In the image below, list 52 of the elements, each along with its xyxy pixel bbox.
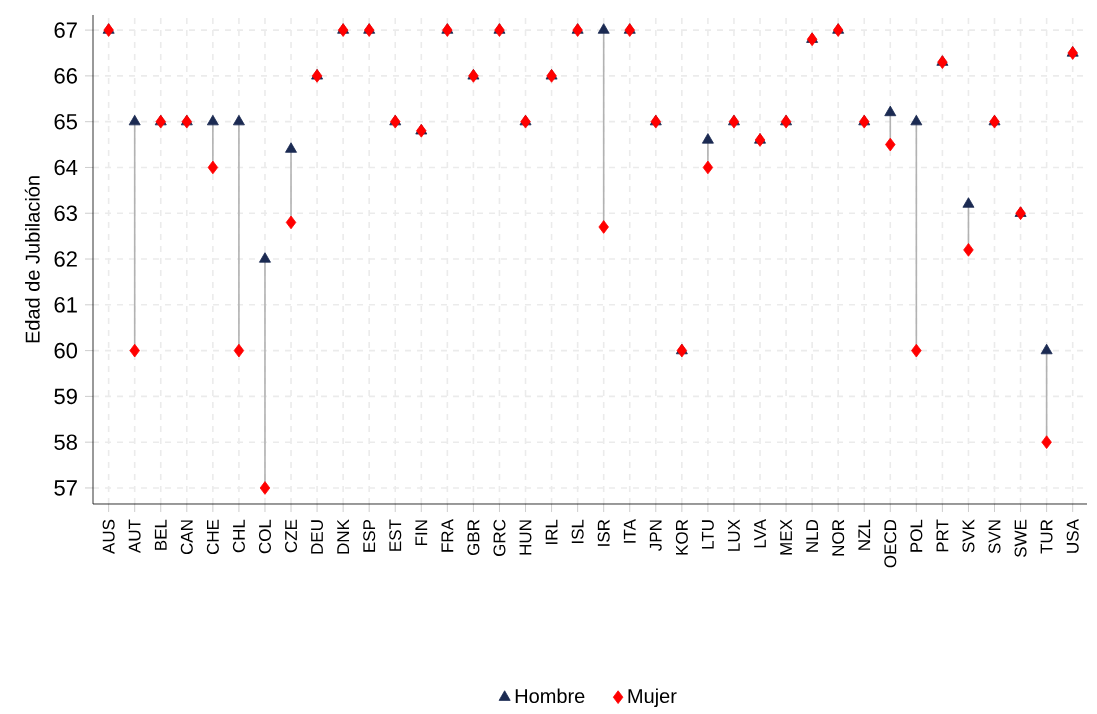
- y-tick-label: 57: [54, 480, 77, 496]
- y-tick-label: 67: [54, 22, 77, 38]
- x-tick-label: LVA: [754, 519, 766, 548]
- x-tick-label: DNK: [337, 519, 349, 554]
- x-tick-label: NOR: [832, 519, 845, 556]
- x-tick-label: NLD: [806, 519, 818, 552]
- x-tick-label: GRC: [493, 519, 506, 557]
- y-tick-label: 63: [54, 205, 77, 222]
- x-tick-label: FIN: [415, 520, 428, 546]
- legend-label: Hombre: [515, 688, 585, 704]
- x-tick-label: KOR: [675, 519, 688, 555]
- x-tick-label: ESP: [363, 519, 376, 552]
- x-tick-label: CHL: [232, 519, 245, 553]
- x-tick-label: SVK: [962, 519, 975, 553]
- x-tick-label: DEU: [311, 520, 323, 554]
- x-tick-label: CHE: [206, 519, 219, 555]
- y-tick-label: 66: [54, 68, 77, 84]
- y-tick-label: 64: [54, 159, 78, 176]
- x-tick-label: POL: [910, 519, 923, 552]
- x-tick-label: CZE: [285, 519, 298, 553]
- y-tick-label: 62: [54, 251, 77, 267]
- x-tick-label: HUN: [519, 520, 532, 555]
- x-tick-label: TUR: [1040, 519, 1053, 554]
- x-tick-label: FRA: [441, 519, 454, 552]
- y-tick-label: 61: [54, 297, 77, 313]
- x-tick-label: NZL: [858, 519, 871, 550]
- x-tick-label: IRL: [545, 519, 558, 544]
- x-tick-label: USA: [1066, 519, 1079, 553]
- x-tick-label: SWE: [1014, 519, 1027, 558]
- y-tick-label: 60: [54, 342, 78, 359]
- x-tick-label: LTU: [701, 520, 714, 549]
- x-tick-label: ISR: [597, 519, 610, 546]
- x-tick-label: ISL: [571, 519, 584, 544]
- x-tick-label: GBR: [467, 519, 480, 556]
- x-tick-label: MEX: [780, 519, 792, 555]
- y-tick-label: 65: [54, 113, 77, 130]
- y-tick-label: 58: [54, 434, 77, 450]
- x-tick-label: ITA: [623, 519, 636, 543]
- x-tick-label: PRT: [936, 519, 949, 552]
- x-tick-label: CAN: [180, 520, 193, 555]
- x-tick-label: LUX: [728, 519, 740, 551]
- x-tick-label: COL: [258, 519, 271, 554]
- y-axis-title: Edad de Jubilación: [24, 176, 40, 343]
- x-tick-label: AUS: [102, 519, 115, 555]
- x-tick-label: BEL: [154, 519, 167, 550]
- x-tick-label: EST: [389, 519, 402, 551]
- x-tick-label: OECD: [884, 519, 897, 568]
- x-tick-label: JPN: [649, 520, 662, 551]
- x-tick-label: SVN: [988, 520, 1001, 554]
- legend-label: Mujer: [628, 688, 677, 708]
- x-tick-label: AUT: [128, 519, 141, 554]
- y-tick-label: 59: [54, 388, 77, 405]
